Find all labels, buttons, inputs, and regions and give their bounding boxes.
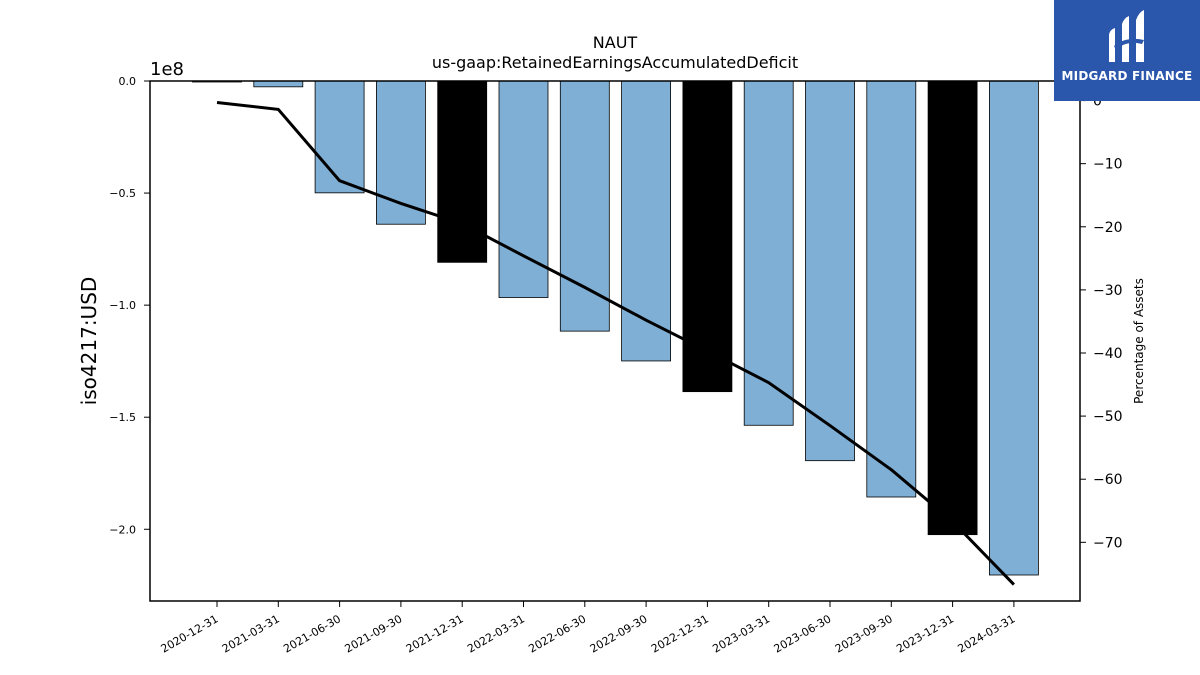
bar xyxy=(253,80,304,88)
chart-title: NAUT xyxy=(593,33,638,52)
y-axis-label: iso4217:USD xyxy=(77,277,101,406)
y2-tick-label: −20 xyxy=(1093,220,1123,236)
chart-subtitle: us-gaap:RetainedEarningsAccumulatedDefic… xyxy=(432,53,798,72)
x-tick-label: 2022-03-31 xyxy=(465,612,527,655)
bar xyxy=(559,80,610,332)
logo-mark-icon xyxy=(1109,10,1144,62)
bar xyxy=(866,80,917,498)
bar xyxy=(437,80,488,263)
y-tick-label: −0.5 xyxy=(109,187,136,200)
y-offset-label: 1e8 xyxy=(150,59,184,80)
x-tick-label: 2021-06-30 xyxy=(281,612,343,655)
y2-tick-label: −10 xyxy=(1093,157,1123,173)
y2-tick-label: −50 xyxy=(1093,409,1123,425)
bar xyxy=(314,80,365,194)
y2-tick-label: −40 xyxy=(1093,346,1123,362)
y-tick-label: 0.0 xyxy=(119,75,137,88)
bar xyxy=(375,80,426,225)
x-tick-label: 2023-03-31 xyxy=(710,612,772,655)
y-tick-label: −2.0 xyxy=(109,523,136,536)
x-tick-label: 2022-09-30 xyxy=(588,612,650,655)
bar xyxy=(805,80,855,462)
logo-text: MIDGARD FINANCE xyxy=(1061,69,1193,83)
x-tick-label: 2024-03-31 xyxy=(956,612,1018,655)
y2-axis-label: Percentage of Assets xyxy=(1132,278,1146,404)
x-tick-label: 2022-06-30 xyxy=(526,612,588,655)
y2-tick-label: 0 xyxy=(1093,94,1102,110)
x-tick-label: 2021-12-31 xyxy=(404,612,466,655)
bars-layer xyxy=(192,80,1039,576)
bar xyxy=(498,80,549,298)
x-tick-label: 2021-09-30 xyxy=(343,612,405,655)
x-tick-label: 2022-12-31 xyxy=(649,612,711,655)
bar xyxy=(743,80,794,426)
midgard-finance-logo: MIDGARD FINANCE xyxy=(1054,0,1200,101)
x-tick-label: 2020-12-31 xyxy=(159,612,221,655)
y2-tick-label: −60 xyxy=(1093,472,1123,488)
plot-frame xyxy=(149,80,1081,602)
x-tick-label: 2023-09-30 xyxy=(833,612,895,655)
line-layer xyxy=(216,100,1015,586)
y-tick-label: −1.0 xyxy=(109,299,136,312)
bar xyxy=(682,80,733,393)
x-tick-label: 2023-12-31 xyxy=(894,612,956,655)
y2-tick-label: −70 xyxy=(1093,535,1123,551)
x-tick-label: 2021-03-31 xyxy=(220,612,282,655)
bar xyxy=(927,80,978,536)
bar xyxy=(989,80,1039,576)
series-line xyxy=(216,100,1015,586)
y-tick-label: −1.5 xyxy=(109,411,136,424)
y2-tick-label: −30 xyxy=(1093,283,1123,299)
x-tick-label: 2023-06-30 xyxy=(772,612,834,655)
